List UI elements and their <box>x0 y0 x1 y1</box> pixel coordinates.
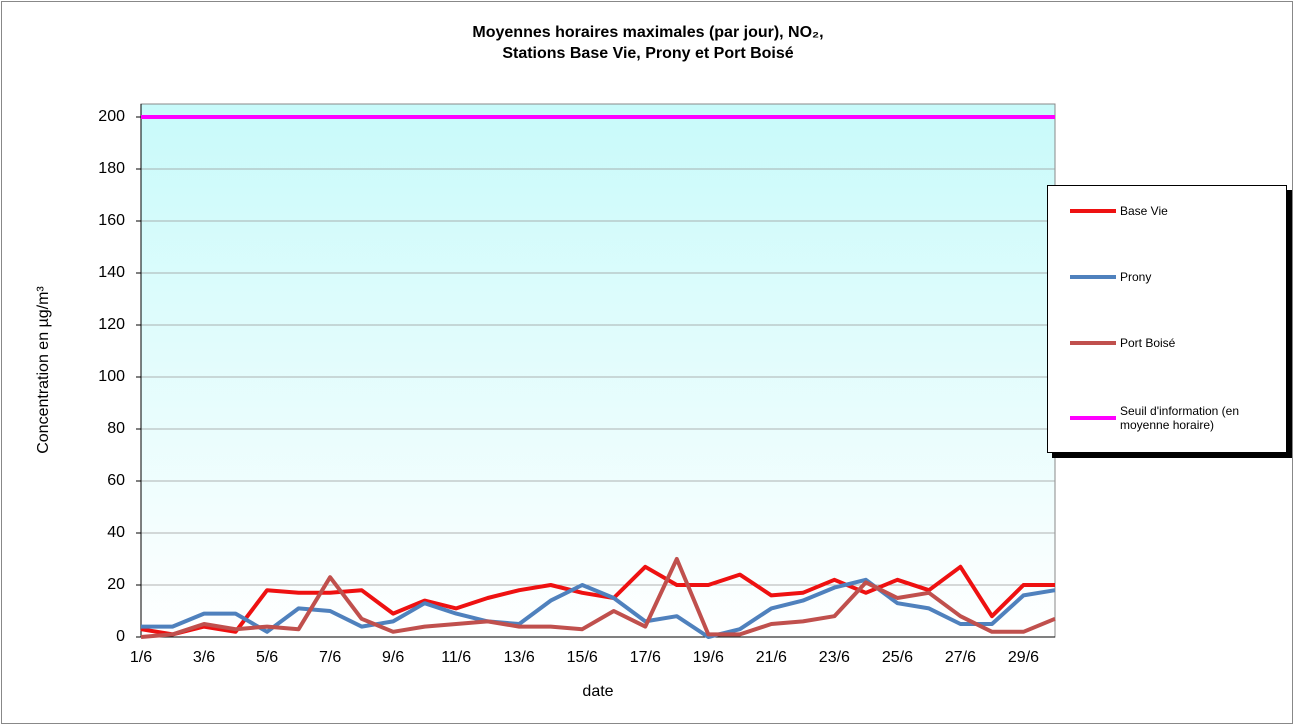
y-tick-label: 40 <box>107 524 125 541</box>
x-tick-label: 13/6 <box>504 649 535 666</box>
legend: Base Vie Prony Port Boisé Seuil d'informati… <box>1047 185 1287 453</box>
legend-entry: Prony <box>1070 270 1260 284</box>
x-tick-label: 3/6 <box>193 649 215 666</box>
legend-swatch <box>1070 416 1116 420</box>
x-tick-label: 29/6 <box>1008 649 1039 666</box>
y-tick-label: 80 <box>107 420 125 437</box>
legend-swatch <box>1070 209 1116 213</box>
legend-entry: Base Vie <box>1070 204 1260 218</box>
x-tick-label: 11/6 <box>441 649 471 666</box>
y-tick-label: 120 <box>98 316 125 333</box>
x-tick-label: 17/6 <box>630 649 661 666</box>
x-tick-label: 15/6 <box>567 649 598 666</box>
legend-swatch <box>1070 341 1116 345</box>
chart-title: Moyennes horaires maximales (par jour), … <box>472 24 823 41</box>
legend-label: Port Boisé <box>1120 336 1176 350</box>
x-tick-label: 23/6 <box>819 649 850 666</box>
y-tick-label: 140 <box>98 264 125 281</box>
x-tick-label: 27/6 <box>945 649 976 666</box>
series-line <box>140 564 1055 637</box>
series-line <box>140 557 1056 639</box>
legend-label: Prony <box>1120 270 1152 284</box>
series-line <box>141 577 1056 639</box>
y-tick-label: 160 <box>98 212 125 229</box>
y-tick-label: 180 <box>98 160 125 177</box>
legend-entry: Port Boisé <box>1070 336 1260 350</box>
y-tick-label: 100 <box>98 368 125 385</box>
y-tick-label: 200 <box>98 108 125 125</box>
y-axis-label: Concentration en µg/m³ <box>35 286 52 454</box>
x-tick-label: 21/6 <box>756 649 787 666</box>
legend-entry: Seuil d'information (en moyenne horaire) <box>1070 404 1260 432</box>
legend-label: Seuil d'information (en moyenne horaire) <box>1120 404 1240 432</box>
legend-label: Base Vie <box>1120 204 1168 218</box>
x-tick-label: 9/6 <box>382 649 404 666</box>
x-tick-label: 25/6 <box>882 649 913 666</box>
x-axis-label: date <box>582 683 613 700</box>
y-tick-label: 20 <box>107 576 125 593</box>
chart-subtitle: Stations Base Vie, Prony et Port Boisé <box>502 45 793 62</box>
plot-area <box>140 103 1056 638</box>
x-tick-label: 7/6 <box>319 649 341 666</box>
y-tick-label: 0 <box>116 628 125 645</box>
legend-swatch <box>1070 275 1116 279</box>
y-tick-label: 60 <box>107 472 125 489</box>
x-tick-label: 1/6 <box>130 649 152 666</box>
x-tick-label: 5/6 <box>256 649 278 666</box>
x-tick-label: 19/6 <box>693 649 724 666</box>
